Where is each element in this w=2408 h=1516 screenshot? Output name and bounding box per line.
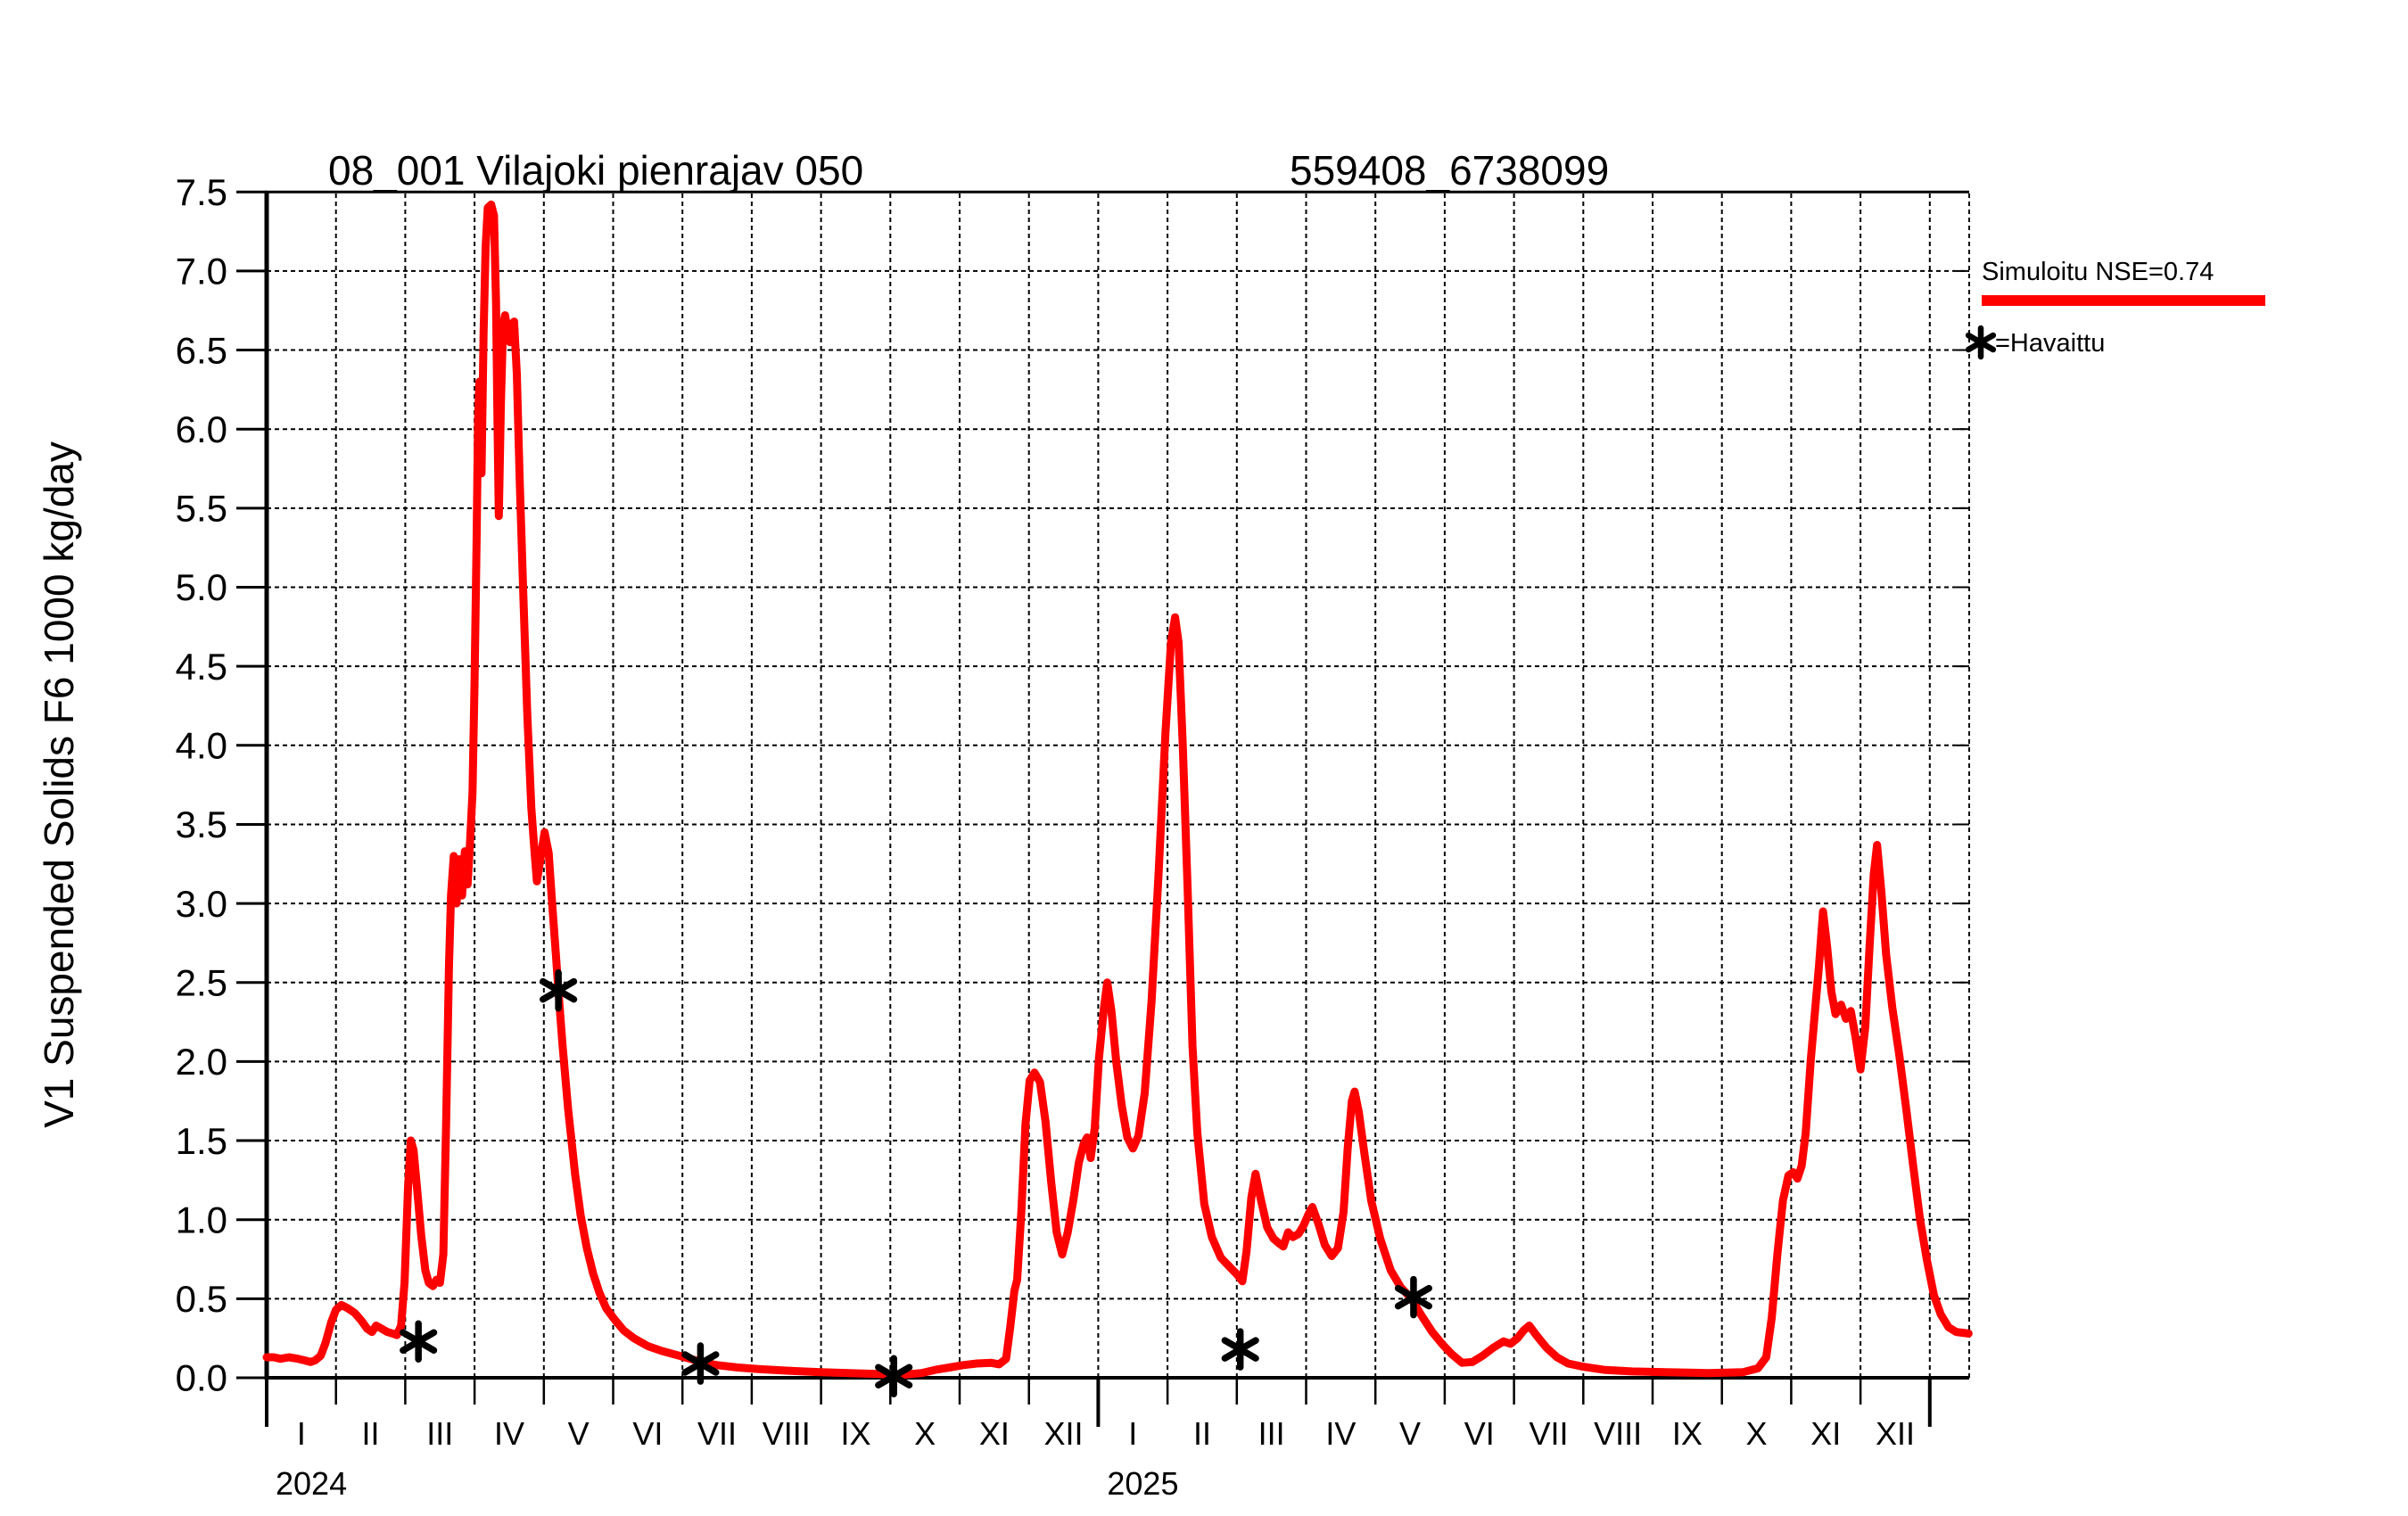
observed-marker [1394,1275,1433,1319]
asterisk-arm [875,1364,913,1388]
x-month-label: III [426,1415,453,1452]
y-tick-label: 0.5 [176,1278,227,1320]
x-year-label: 2025 [1107,1465,1178,1502]
legend-asterisk-glyph [1965,325,1997,360]
y-tick-label: 6.5 [176,329,227,371]
x-month-label: XI [979,1415,1010,1452]
chart-title-left: 08_001 Vilajoki pienrajav 050 [328,147,863,194]
axis-ticks [236,190,1969,1427]
observed-marker [681,1342,720,1385]
y-tick-label: 5.0 [176,566,227,608]
asterisk-arm [540,977,578,1003]
x-month-label: II [1193,1415,1211,1452]
x-month-label: IX [840,1415,870,1452]
y-tick-label: 2.0 [176,1041,227,1083]
y-tick-label: 3.5 [176,803,227,845]
y-tick-label: 7.0 [176,251,227,292]
y-axis-label: V1 Suspended Solids F6 1000 kg/day [36,441,82,1128]
asterisk-arm [1221,1337,1259,1362]
x-month-label: XI [1810,1415,1841,1452]
x-month-label: III [1258,1415,1285,1452]
x-month-label: VIII [763,1415,811,1452]
x-month-label: XII [1044,1415,1084,1452]
observed-marker [875,1355,913,1397]
simulated-line [262,200,1973,1379]
asterisk-arm [1965,332,1997,353]
asterisk-arm [1394,1284,1433,1310]
data-series [262,200,1973,1397]
x-month-label: II [362,1415,380,1452]
y-tick-label: 0.0 [176,1357,227,1399]
legend-observed-label: =Havaittu [1995,329,2105,358]
x-month-label: IV [494,1415,524,1452]
y-tick-label: 7.5 [176,171,227,213]
y-tick-label: 2.5 [176,961,227,1003]
observed-marker [400,1320,438,1363]
x-month-label: VI [1464,1415,1495,1452]
x-month-label: VII [697,1415,737,1452]
x-month-label: V [568,1415,590,1452]
x-month-label: VII [1529,1415,1568,1452]
chart-title-right: 559408_6738099 [1290,147,1609,194]
x-year-label: 2024 [276,1465,347,1502]
x-month-label: X [914,1415,936,1452]
x-month-label: IV [1325,1415,1356,1452]
x-month-label: VIII [1594,1415,1642,1452]
y-tick-label: 4.0 [176,725,227,767]
observed-marker [1221,1328,1259,1371]
y-tick-label: 3.0 [176,883,227,925]
legend-observed-marker-icon [1965,325,1997,360]
legend-simulated-label: Simuloitu NSE=0.74 [1982,258,2214,286]
x-month-label: VI [632,1415,663,1452]
legend: Simuloitu NSE=0.74 =Havaittu [1965,258,2265,360]
y-tick-label: 5.5 [176,488,227,530]
y-tick-label: 6.0 [176,408,227,450]
axis-tick-labels: 0.0 0.5 1.0 1.5 2.0 2.5 3.0 3.5 4.0 4.5 5.0 5.5 6.0 6… [176,171,1915,1502]
observed-marker [540,968,578,1012]
y-tick-label: 1.0 [176,1199,227,1240]
x-month-label: X [1746,1415,1768,1452]
x-month-label: V [1399,1415,1421,1452]
x-month-label: I [1128,1415,1137,1452]
asterisk-arm [400,1329,438,1354]
asterisk-arm [681,1351,720,1376]
y-tick-label: 4.5 [176,646,227,688]
plot-frame [264,190,1969,1380]
x-month-label: I [297,1415,306,1452]
y-tick-label: 1.5 [176,1120,227,1162]
x-month-label: XII [1876,1415,1915,1452]
gridlines [267,192,1970,1378]
x-month-label: IX [1672,1415,1703,1452]
